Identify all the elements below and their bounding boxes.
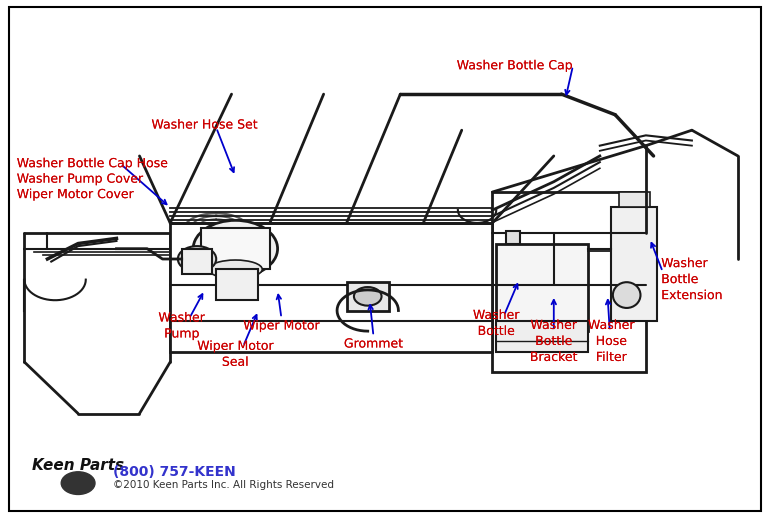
Text: Washer Hose Set: Washer Hose Set [152,119,258,132]
Text: Grommet: Grommet [344,338,403,351]
Bar [496,321,588,352]
Ellipse shape [193,220,278,277]
Bar [619,192,650,208]
Text: Washer Bottle Cap Hose: Washer Bottle Cap Hose [17,157,168,170]
Bar [611,208,658,321]
Ellipse shape [613,282,641,308]
Bar [506,231,520,243]
Ellipse shape [354,287,382,306]
Bar [182,249,213,275]
Bar [496,243,588,331]
Ellipse shape [178,246,216,272]
Text: Wiper Motor: Wiper Motor [243,320,320,333]
Text: Washer
Bottle: Washer Bottle [473,309,520,338]
Text: Wiper Motor
Seal: Wiper Motor Seal [197,340,273,369]
Ellipse shape [224,241,247,256]
Bar [170,223,492,352]
Ellipse shape [209,260,263,279]
Circle shape [62,472,95,495]
Ellipse shape [205,228,266,269]
Text: Washer
Bottle
Extension: Washer Bottle Extension [661,257,722,302]
Text: Wiper Motor Cover: Wiper Motor Cover [17,188,134,201]
Text: Washer
Hose
Filter: Washer Hose Filter [588,319,634,364]
Text: ©2010 Keen Parts Inc. All Rights Reserved: ©2010 Keen Parts Inc. All Rights Reserve… [112,480,333,490]
Bar [216,269,259,300]
Text: (800) 757-KEEN: (800) 757-KEEN [112,466,236,480]
Bar [492,192,646,372]
Text: Washer Pump Cover: Washer Pump Cover [17,172,143,185]
Text: Washer Bottle Cap: Washer Bottle Cap [457,59,573,73]
Bar [201,228,270,269]
Text: Washer
Pump: Washer Pump [159,311,205,340]
Text: Keen Parts: Keen Parts [32,458,124,473]
Bar [346,282,389,310]
Text: Washer
Bottle
Bracket: Washer Bottle Bracket [530,319,578,364]
